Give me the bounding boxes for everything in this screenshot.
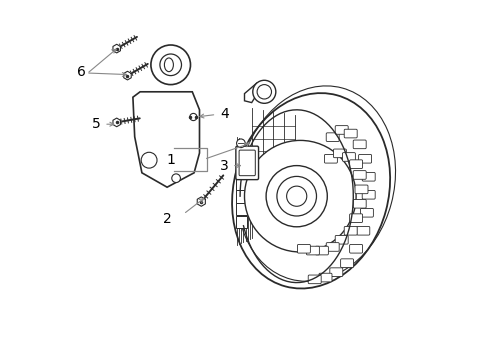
FancyBboxPatch shape bbox=[354, 185, 367, 194]
FancyBboxPatch shape bbox=[344, 226, 356, 235]
Circle shape bbox=[141, 152, 157, 168]
Text: 5: 5 bbox=[92, 117, 101, 131]
FancyBboxPatch shape bbox=[325, 243, 339, 251]
FancyBboxPatch shape bbox=[307, 275, 321, 284]
FancyBboxPatch shape bbox=[235, 190, 247, 203]
FancyBboxPatch shape bbox=[239, 150, 255, 176]
Circle shape bbox=[160, 54, 181, 76]
FancyBboxPatch shape bbox=[352, 199, 366, 208]
Polygon shape bbox=[133, 92, 199, 187]
Text: 4: 4 bbox=[220, 107, 228, 121]
FancyBboxPatch shape bbox=[349, 244, 362, 253]
FancyBboxPatch shape bbox=[360, 208, 373, 217]
Circle shape bbox=[244, 140, 355, 252]
FancyBboxPatch shape bbox=[362, 172, 374, 181]
Circle shape bbox=[252, 80, 275, 103]
Text: 3: 3 bbox=[219, 159, 228, 172]
Circle shape bbox=[151, 45, 190, 85]
FancyBboxPatch shape bbox=[325, 133, 339, 141]
FancyBboxPatch shape bbox=[235, 146, 258, 180]
Polygon shape bbox=[113, 118, 120, 127]
FancyBboxPatch shape bbox=[297, 244, 310, 253]
FancyBboxPatch shape bbox=[235, 163, 247, 176]
FancyBboxPatch shape bbox=[329, 268, 342, 276]
FancyBboxPatch shape bbox=[306, 246, 319, 255]
FancyBboxPatch shape bbox=[349, 214, 362, 222]
FancyBboxPatch shape bbox=[349, 160, 362, 168]
Ellipse shape bbox=[232, 93, 389, 288]
FancyBboxPatch shape bbox=[352, 171, 366, 179]
Circle shape bbox=[286, 186, 306, 206]
Circle shape bbox=[171, 174, 180, 183]
Circle shape bbox=[236, 139, 244, 148]
Circle shape bbox=[265, 166, 326, 227]
FancyBboxPatch shape bbox=[335, 126, 347, 134]
Circle shape bbox=[257, 85, 271, 99]
Circle shape bbox=[189, 113, 197, 121]
FancyBboxPatch shape bbox=[324, 154, 337, 163]
FancyBboxPatch shape bbox=[362, 190, 374, 199]
FancyBboxPatch shape bbox=[340, 259, 353, 267]
Polygon shape bbox=[123, 71, 131, 80]
FancyBboxPatch shape bbox=[333, 149, 346, 158]
Polygon shape bbox=[244, 83, 260, 103]
Ellipse shape bbox=[164, 58, 173, 72]
Circle shape bbox=[276, 176, 316, 216]
FancyBboxPatch shape bbox=[235, 149, 247, 161]
Text: 2: 2 bbox=[163, 212, 171, 225]
FancyBboxPatch shape bbox=[342, 153, 355, 161]
FancyBboxPatch shape bbox=[358, 154, 371, 163]
Polygon shape bbox=[197, 197, 205, 206]
FancyBboxPatch shape bbox=[315, 246, 328, 255]
FancyBboxPatch shape bbox=[335, 235, 347, 244]
Text: 1: 1 bbox=[166, 153, 175, 167]
FancyBboxPatch shape bbox=[318, 273, 331, 282]
Text: 6: 6 bbox=[77, 65, 86, 79]
FancyBboxPatch shape bbox=[344, 129, 356, 138]
FancyBboxPatch shape bbox=[235, 216, 247, 228]
FancyBboxPatch shape bbox=[235, 178, 247, 190]
FancyBboxPatch shape bbox=[356, 226, 369, 235]
FancyBboxPatch shape bbox=[352, 140, 366, 149]
FancyBboxPatch shape bbox=[235, 203, 247, 215]
Polygon shape bbox=[113, 44, 120, 53]
